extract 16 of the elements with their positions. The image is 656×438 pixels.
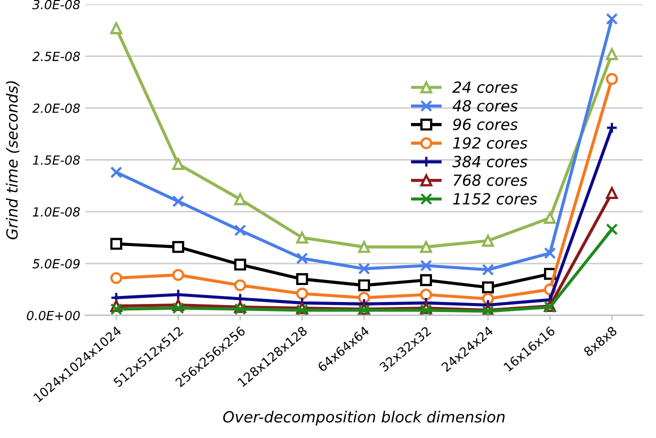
x-axis-title: Over-decomposition block dimension — [223, 410, 505, 426]
y-axis-title: Grind time (seconds) — [6, 81, 20, 240]
y-tick-label: 2.0E-08 — [32, 104, 80, 113]
y-tick-label: 5.0E-09 — [32, 259, 80, 268]
legend-label: 1152 cores — [453, 193, 538, 205]
y-tick-label: 1.0E-08 — [32, 207, 80, 217]
legend-label: 96 cores — [452, 118, 518, 130]
y-tick-label: 1.5E-08 — [32, 155, 80, 165]
legend-label: 768 cores — [454, 174, 528, 186]
y-tick-label: 3.0E-08 — [32, 0, 80, 10]
y-tick-label: 0.0E+00 — [26, 310, 80, 320]
legend-label: 192 cores — [453, 137, 528, 149]
legend-label: 384 cores — [452, 156, 528, 168]
legend-label: 48 cores — [452, 100, 518, 112]
legend-label: 24 cores — [452, 81, 518, 93]
y-tick-label: 2.5E-08 — [32, 52, 80, 62]
